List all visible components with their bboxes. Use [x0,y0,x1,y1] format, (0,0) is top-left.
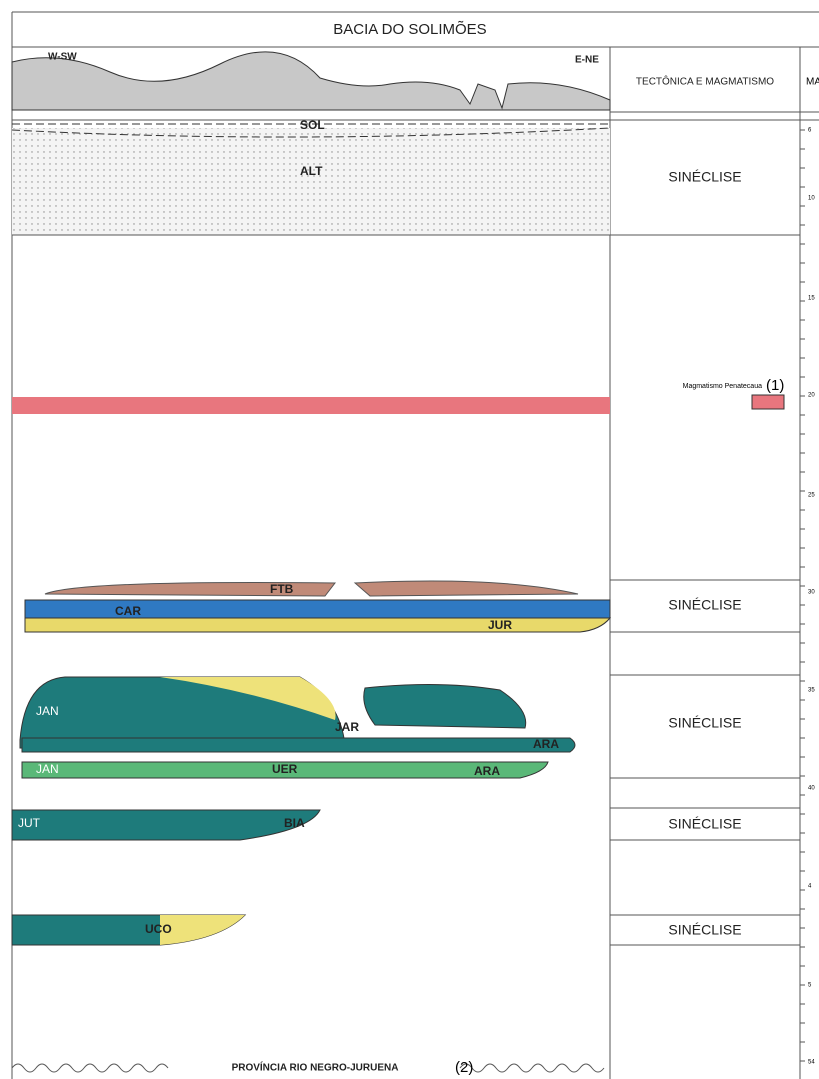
unit-label: FTB [270,582,294,596]
unit-label: JUR [488,618,512,632]
unit-label: ARA [474,764,500,778]
age-label: 5 [808,983,812,989]
unit-label: ALT [300,164,323,178]
basement-label: PROVÍNCIA RIO NEGRO-JURUENA [232,1061,399,1074]
unit-label: JAN [36,704,59,718]
jar-lens [364,684,526,728]
unit-label: SOL [300,118,325,132]
ftb-lens [45,581,578,596]
ara-band [22,738,575,752]
tectonic-phase: SINÉCLISE [668,715,741,731]
tectonic-phase: SINÉCLISE [668,922,741,938]
age-label: 35 [808,688,815,694]
age-label: 6 [808,128,812,134]
unit-label: BIA [284,816,305,830]
unit-label: JAR [335,720,359,734]
stratigraphic-chart: BACIA DO SOLIMÕES W-SW E-NE TECTÔNICA E … [0,0,819,1079]
basement-note: (2) [455,1059,473,1076]
age-label: 25 [808,493,815,499]
jut-band [12,810,320,840]
age-label: 40 [808,786,815,792]
age-label: 10 [808,196,815,202]
age-label: 20 [808,393,815,399]
magmatism-note: (1) [766,377,784,394]
magmatism-legend [752,395,784,409]
unit-label: CAR [115,604,141,618]
age-label: 15 [808,296,815,302]
tectonic-phase: SINÉCLISE [668,816,741,832]
unit-label: UER [272,762,298,776]
unit-label: UCO [145,922,172,936]
sand-lens [160,915,245,945]
column-header: MA [806,77,819,88]
profile-west: W-SW [48,52,77,63]
magmatism-label: Magmatismo Penatecaua [683,383,762,390]
tectonic-phase: SINÉCLISE [668,597,741,613]
column-header: TECTÔNICA E MAGMATISMO [636,75,774,88]
jur-band [25,618,610,632]
unit-label: JAN [36,762,59,776]
title: BACIA DO SOLIMÕES [333,21,486,38]
unit-label: JUT [18,816,41,830]
car-band [25,600,610,618]
profile-east: E-NE [575,55,599,66]
tectonic-phase: SINÉCLISE [668,169,741,185]
unit-label: ARA [533,737,559,751]
age-label: 54 [808,1060,815,1066]
alt-unit [12,128,610,235]
magmatism-band [12,397,610,414]
age-label: 30 [808,590,815,596]
profile [12,52,610,110]
age-label: 4 [808,884,812,890]
